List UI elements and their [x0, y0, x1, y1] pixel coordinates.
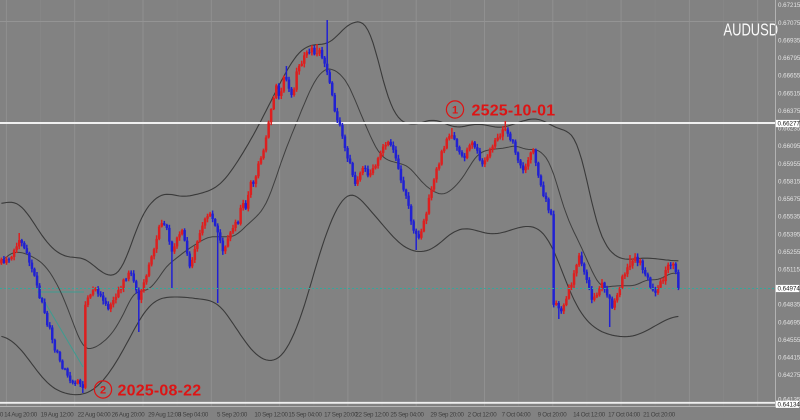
svg-text:3 Sep 04:00: 3 Sep 04:00 [178, 412, 209, 419]
svg-text:0.65815: 0.65815 [778, 178, 800, 185]
svg-text:29 Aug 12:00: 29 Aug 12:00 [148, 412, 182, 419]
svg-text:19 Aug 12:00: 19 Aug 12:00 [41, 412, 75, 419]
svg-text:29 Sep 20:00: 29 Sep 20:00 [430, 412, 464, 419]
svg-text:10 Sep 12:00: 10 Sep 12:00 [254, 412, 288, 419]
svg-text:0.64974: 0.64974 [778, 286, 800, 293]
svg-text:0.66515: 0.66515 [778, 90, 800, 97]
svg-text:5 Sep 20:00: 5 Sep 20:00 [217, 412, 248, 419]
svg-text:0.66935: 0.66935 [778, 37, 800, 44]
svg-text:1: 1 [452, 105, 458, 117]
svg-text:14 Oct 12:00: 14 Oct 12:00 [573, 412, 606, 419]
svg-text:17 Oct 04:00: 17 Oct 04:00 [608, 412, 641, 419]
svg-text:0.64695: 0.64695 [778, 319, 800, 326]
svg-text:0.66795: 0.66795 [778, 55, 800, 62]
svg-text:0.65115: 0.65115 [778, 267, 800, 274]
svg-text:17 Sep 20:00: 17 Sep 20:00 [324, 412, 358, 419]
svg-text:0.67075: 0.67075 [778, 20, 800, 27]
svg-text:AUDUSD: AUDUSD [724, 21, 779, 40]
svg-text:0.64835: 0.64835 [778, 302, 800, 309]
svg-text:26 Aug 20:00: 26 Aug 20:00 [112, 412, 146, 419]
svg-text:0.66655: 0.66655 [778, 73, 800, 80]
svg-text:0.65535: 0.65535 [778, 214, 800, 221]
svg-text:0.65395: 0.65395 [778, 231, 800, 238]
svg-text:0.64555: 0.64555 [778, 337, 800, 344]
svg-text:0.65675: 0.65675 [778, 196, 800, 203]
svg-text:15 Sep 04:00: 15 Sep 04:00 [288, 412, 322, 419]
svg-text:0.67215: 0.67215 [778, 2, 800, 9]
svg-text:25 Sep 04:00: 25 Sep 04:00 [390, 412, 424, 419]
svg-text:2025-08-22: 2025-08-22 [118, 383, 202, 400]
svg-text:2 Oct 12:00: 2 Oct 12:00 [468, 412, 498, 419]
svg-text:2525-10-01: 2525-10-01 [472, 103, 556, 120]
svg-text:22 Aug 04:00: 22 Aug 04:00 [78, 412, 112, 419]
svg-text:22 Sep 12:00: 22 Sep 12:00 [355, 412, 389, 419]
svg-text:0.64275: 0.64275 [778, 372, 800, 379]
svg-text:0: 0 [0, 412, 4, 419]
svg-text:0.64415: 0.64415 [778, 355, 800, 362]
svg-text:21 Oct 20:00: 21 Oct 20:00 [643, 412, 676, 419]
svg-text:0.65955: 0.65955 [778, 161, 800, 168]
svg-text:0.66277: 0.66277 [778, 121, 800, 128]
svg-text:14 Aug 20:00: 14 Aug 20:00 [4, 412, 38, 419]
svg-text:0.66375: 0.66375 [778, 108, 800, 115]
svg-text:0.66095: 0.66095 [778, 143, 800, 150]
svg-text:0.66235: 0.66235 [778, 126, 800, 133]
svg-text:0.64134: 0.64134 [778, 402, 800, 409]
svg-text:7 Oct 04:00: 7 Oct 04:00 [502, 412, 532, 419]
svg-text:0.65255: 0.65255 [778, 249, 800, 256]
svg-text:0.64135: 0.64135 [778, 397, 800, 404]
svg-text:9 Oct 20:00: 9 Oct 20:00 [538, 412, 568, 419]
svg-text:2: 2 [100, 385, 106, 397]
